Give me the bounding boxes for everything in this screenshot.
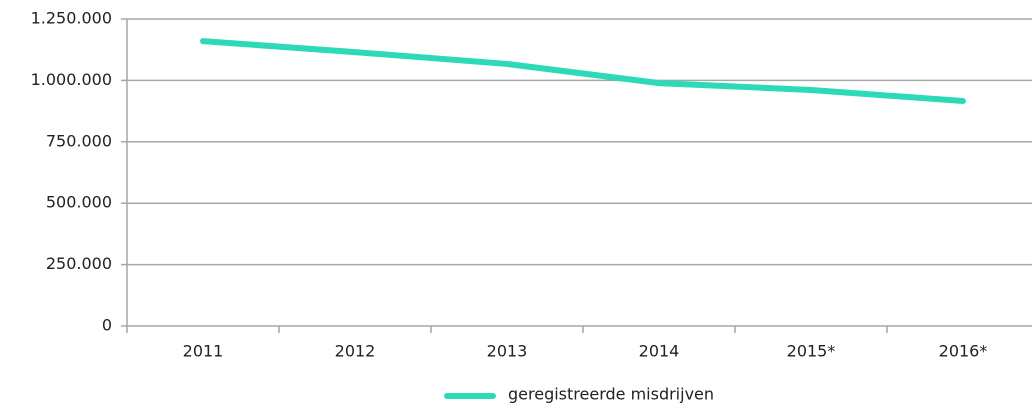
x-tick-label: 2016* (939, 342, 988, 361)
x-tick-label: 2013 (487, 342, 528, 361)
y-tick-label: 1.000.000 (31, 70, 112, 89)
x-tick-label: 2011 (183, 342, 224, 361)
legend-label: geregistreerde misdrijven (508, 385, 714, 404)
y-tick-label: 1.250.000 (31, 9, 112, 28)
y-tick-label: 750.000 (46, 131, 112, 150)
x-tick-label: 2014 (639, 342, 680, 361)
x-tick-label: 2015* (787, 342, 836, 361)
x-tick-label: 2012 (335, 342, 376, 361)
y-tick-label: 250.000 (46, 254, 112, 273)
y-tick-label: 500.000 (46, 193, 112, 212)
data-line (200, 38, 966, 105)
y-tick-label: 0 (102, 316, 112, 335)
